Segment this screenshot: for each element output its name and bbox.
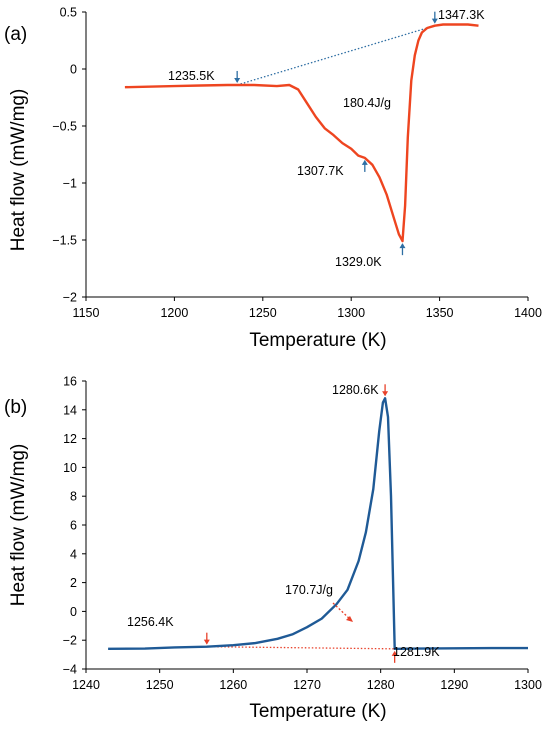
- panel-b-series: [108, 397, 528, 650]
- panel-a-x-ticks: 1150 1200 1250 1300 1350 1400: [73, 297, 542, 320]
- x-tick-label: 1200: [160, 306, 188, 320]
- panel-b-arrows: [203, 384, 398, 663]
- panel-a-arrows: [234, 11, 438, 256]
- annotation-arrow-head: [431, 18, 438, 24]
- x-tick-label: 1150: [73, 306, 100, 320]
- y-tick-label: 12: [63, 432, 77, 446]
- panel-label-a: (a): [4, 24, 27, 45]
- annotation-arrow-head: [399, 243, 406, 249]
- panel-a-y-axis-title: Heat flow (mW/mg): [8, 89, 29, 252]
- y-tick-label: 6: [70, 519, 77, 533]
- panel-a-baseline: [236, 25, 436, 86]
- annotation-enthalpy-a: 180.4J/g: [343, 96, 391, 110]
- y-tick-label: −4: [63, 663, 77, 677]
- y-tick-label: 14: [63, 403, 77, 417]
- panel-a-y-ticks: 0.5 0 −0.5 −1 −1.5 −2: [52, 6, 86, 305]
- y-tick-label: 8: [70, 490, 77, 504]
- panel-a-series: [124, 23, 479, 243]
- annotation-1235-5k: 1235.5K: [168, 69, 215, 83]
- enthalpy-pointer-b: [332, 602, 354, 623]
- annotation-1347-3k: 1347.3K: [438, 8, 485, 22]
- x-tick-label: 1300: [337, 306, 365, 320]
- x-tick-label: 1260: [219, 678, 247, 692]
- annotation-arrow-head: [382, 391, 389, 397]
- enthalpy-pointer-b-head: [346, 616, 353, 622]
- annotation-1329-0k: 1329.0K: [335, 255, 382, 269]
- panel-b-baseline: [206, 646, 395, 650]
- y-tick-label: −1.5: [52, 234, 77, 248]
- x-tick-label: 1290: [440, 678, 468, 692]
- x-tick-label: 1350: [426, 306, 454, 320]
- panel-b-x-ticks: 1240 1250 1260 1270 1280 1290 1300: [72, 669, 542, 692]
- annotation-1280-6k: 1280.6K: [332, 383, 379, 397]
- x-tick-label: 1250: [146, 678, 174, 692]
- x-tick-label: 1270: [293, 678, 321, 692]
- y-tick-label: 0: [70, 63, 77, 77]
- annotation-arrow-head: [234, 77, 241, 83]
- annotation-arrow-head: [361, 159, 368, 165]
- y-tick-label: −0.5: [52, 120, 77, 134]
- series-line: [108, 397, 528, 650]
- y-tick-label: 0: [70, 605, 77, 619]
- annotation-1307-7k: 1307.7K: [297, 164, 344, 178]
- series-line: [124, 23, 479, 243]
- panel-a-x-axis-title: Temperature (K): [249, 330, 386, 351]
- panel-b-x-axis-title: Temperature (K): [249, 701, 386, 722]
- y-tick-label: −1: [63, 177, 77, 191]
- panel-label-b: (b): [4, 397, 27, 418]
- x-tick-label: 1280: [367, 678, 395, 692]
- y-tick-label: −2: [63, 634, 77, 648]
- annotation-1281-9k: 1281.9K: [393, 645, 440, 659]
- y-tick-label: 4: [70, 547, 77, 561]
- annotation-enthalpy-b: 170.7J/g: [285, 583, 333, 597]
- y-tick-label: −2: [63, 291, 77, 305]
- y-tick-label: 0.5: [60, 6, 77, 20]
- baseline-line: [236, 25, 436, 86]
- panel-a-axes: [85, 12, 528, 298]
- panel-b-y-ticks: 16 14 12 10 8 6 4 2 0 −2 −4: [63, 375, 86, 677]
- annotation-arrow-head: [203, 639, 210, 645]
- x-tick-label: 1300: [514, 678, 542, 692]
- annotation-1256-4k: 1256.4K: [127, 615, 174, 629]
- annotation-arrow-head: [391, 650, 398, 656]
- panel-a: (a) 0.5 0 −0.5 −1 −1.5 −2 1150 1200 1250 1300 135…: [4, 6, 542, 352]
- panel-b-y-axis-title: Heat flow (mW/mg): [8, 444, 29, 607]
- y-tick-label: 10: [63, 461, 77, 475]
- x-tick-label: 1250: [249, 306, 277, 320]
- x-tick-label: 1400: [514, 306, 542, 320]
- x-tick-label: 1240: [72, 678, 100, 692]
- baseline-line: [206, 646, 395, 650]
- y-tick-label: 16: [63, 375, 77, 389]
- y-tick-label: 2: [70, 576, 77, 590]
